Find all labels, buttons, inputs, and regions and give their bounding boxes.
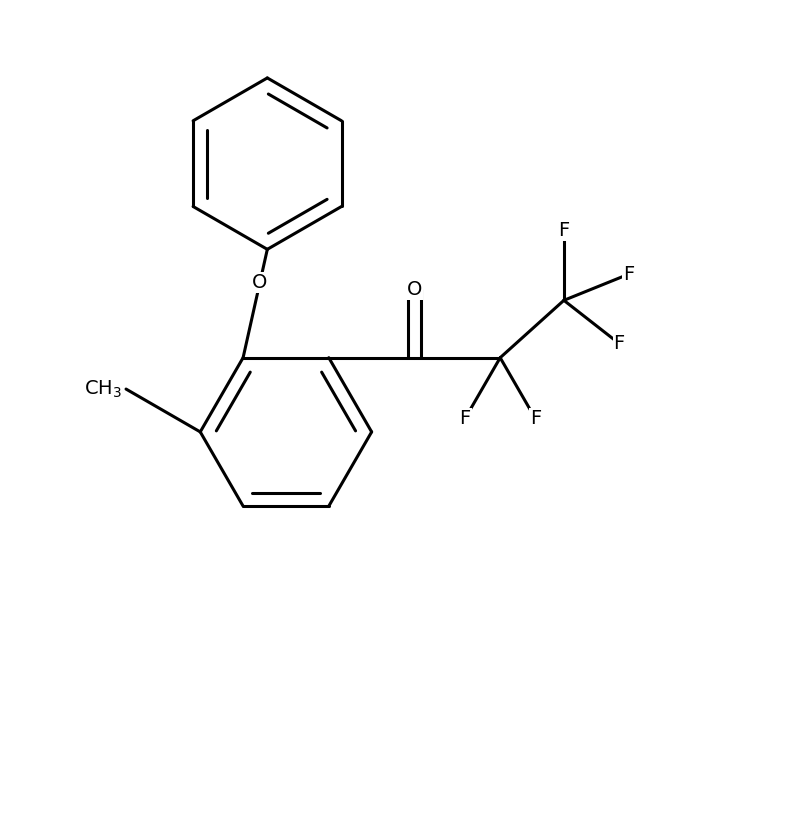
- Text: F: F: [623, 264, 634, 284]
- Text: F: F: [459, 409, 470, 428]
- Text: F: F: [558, 220, 570, 239]
- Text: O: O: [252, 273, 268, 292]
- Text: F: F: [614, 334, 625, 353]
- Text: F: F: [530, 409, 541, 428]
- Text: O: O: [407, 279, 422, 299]
- Text: CH$_3$: CH$_3$: [84, 379, 122, 399]
